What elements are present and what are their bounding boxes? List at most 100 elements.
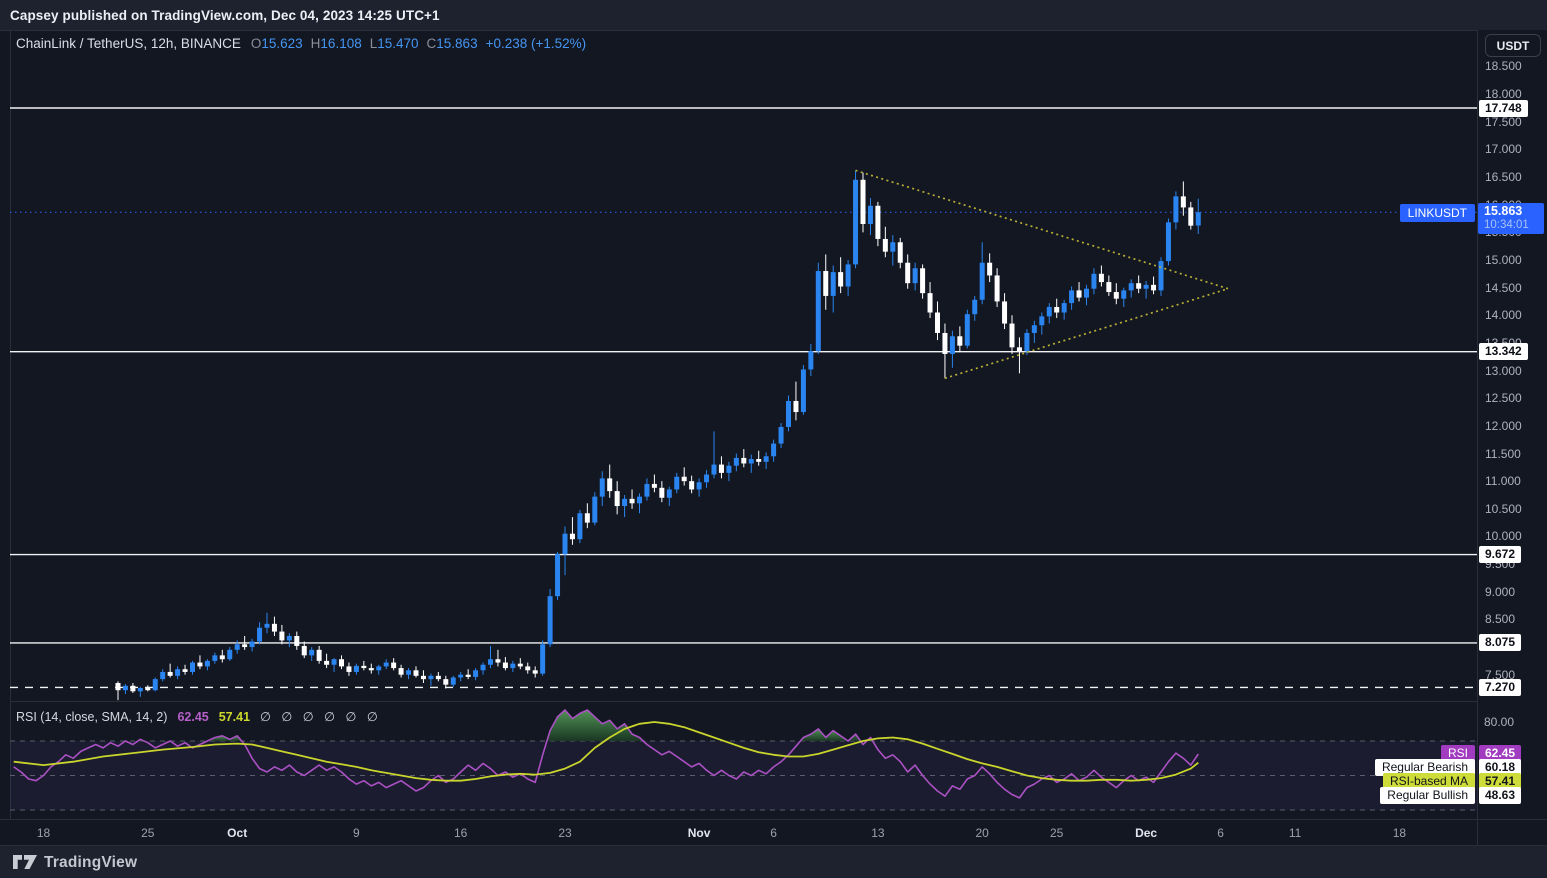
- time-tick-day: 9: [353, 826, 360, 840]
- candle-body: [696, 482, 702, 490]
- rsi-overbought-fill: [800, 728, 861, 741]
- ohlc-item: H16.108: [310, 36, 362, 51]
- candle-body: [175, 669, 181, 676]
- rsi-pane[interactable]: [10, 709, 1477, 811]
- candle-body: [771, 443, 777, 457]
- candle-body: [972, 299, 978, 315]
- candle-body: [882, 238, 888, 252]
- candle-body: [845, 264, 851, 287]
- candle-body: [1016, 347, 1022, 352]
- candle-body: [398, 668, 404, 675]
- rsi-value-tag: 62.45: [1479, 744, 1522, 762]
- price-pane[interactable]: [10, 107, 1477, 701]
- candle-body: [1046, 306, 1052, 317]
- candle-body: [823, 271, 829, 296]
- candle-body: [301, 645, 307, 656]
- candle-body: [547, 596, 553, 645]
- triangle-trendline[interactable]: [855, 169, 1229, 290]
- candle-body: [1121, 290, 1127, 299]
- candle-body: [167, 671, 173, 676]
- candle-body: [711, 464, 717, 475]
- candle-body: [957, 336, 963, 346]
- time-tick-day: 23: [558, 826, 572, 840]
- time-tick-day: 13: [871, 826, 885, 840]
- candle-body: [1143, 284, 1149, 289]
- axis-corner: [1477, 819, 1547, 845]
- candle-body: [890, 242, 896, 252]
- footer-bar: TradingView: [0, 845, 1547, 878]
- time-tick-day: 11: [1288, 826, 1302, 840]
- ohlc-item: C15.863: [426, 36, 478, 51]
- candle-body: [637, 496, 642, 504]
- candle-body: [756, 459, 762, 462]
- candle-body: [1039, 316, 1045, 326]
- time-tick-day: 18: [1392, 826, 1407, 840]
- time-axis[interactable]: 18 25 Oct 9 16 23 Nov 6 13 20 25 Dec 6 11 18: [0, 819, 1477, 846]
- candle-body: [1136, 283, 1142, 289]
- candle-body: [1128, 283, 1134, 291]
- candle-body: [949, 336, 955, 354]
- candle-body: [435, 675, 441, 680]
- candle-body: [651, 483, 657, 488]
- candle-body: [361, 665, 367, 669]
- candle-body: [1151, 284, 1157, 291]
- time-tick-day: 25: [1050, 826, 1064, 840]
- candle-body: [1054, 306, 1060, 313]
- candle-body: [1113, 292, 1119, 299]
- rsi-float-label: RSI: [1440, 744, 1475, 762]
- candle-body: [1165, 222, 1171, 262]
- candle-body: [279, 631, 285, 641]
- candle-body: [443, 679, 449, 685]
- price-tick-label: 9.000: [1485, 584, 1516, 599]
- level-price-tag: 17.748: [1479, 99, 1528, 117]
- candle-body: [875, 205, 881, 239]
- candle-body: [659, 487, 665, 498]
- candle-body: [994, 275, 1000, 302]
- currency-toggle-button[interactable]: USDT: [1485, 34, 1541, 57]
- ohlc-item: L15.470: [369, 36, 419, 51]
- time-tick-month: Dec: [1135, 826, 1158, 840]
- candle-body: [793, 400, 799, 413]
- price-tick-label: 11.500: [1485, 446, 1521, 461]
- candle-body: [525, 666, 531, 671]
- candle-body: [212, 655, 218, 661]
- candle-body: [830, 272, 836, 296]
- last-price-value: 15.863: [1484, 204, 1523, 218]
- candle-body: [376, 666, 382, 671]
- time-tick-day: 20: [975, 826, 989, 840]
- triangle-trendline[interactable]: [944, 287, 1229, 380]
- candle-body: [324, 660, 330, 665]
- candle-body: [1024, 332, 1030, 352]
- candle-body: [979, 262, 985, 300]
- candle-body: [264, 623, 270, 628]
- candle-body: [234, 644, 240, 650]
- candle-body: [204, 660, 210, 667]
- candle-body: [614, 491, 620, 507]
- candle-body: [629, 498, 635, 504]
- rsi-ma-line: [13, 721, 1199, 782]
- tradingview-logo-link[interactable]: TradingView: [13, 854, 137, 872]
- candle-body: [182, 669, 188, 672]
- price-tick-label: 12.500: [1485, 391, 1522, 406]
- candle-body: [748, 459, 754, 464]
- candle-body: [502, 662, 508, 669]
- price-tick-label: 13.000: [1485, 363, 1522, 378]
- candle-body: [122, 685, 128, 691]
- ohlc-values: O15.623 H16.108 L15.470 C15.863: [251, 36, 486, 51]
- candle-body: [219, 655, 225, 660]
- candle-body: [242, 644, 248, 648]
- candle-body: [592, 496, 598, 523]
- candle-body: [1158, 261, 1164, 291]
- rsi-value-tag: 57.41: [1479, 772, 1522, 790]
- candle-body: [942, 332, 948, 354]
- candle-body: [465, 674, 471, 677]
- candle-body: [935, 312, 940, 333]
- candle-body: [391, 662, 397, 669]
- rsi-indicator-legend: RSI (14, close, SMA, 14, 2) 62.45 57.41 ∅ ∅…: [16, 709, 378, 724]
- price-axis[interactable]: USDT 18.50018.00017.50017.00016.50016.00…: [1477, 30, 1547, 845]
- candle-body: [458, 674, 464, 678]
- time-tick-month: Nov: [687, 826, 711, 840]
- candle-body: [383, 662, 389, 667]
- candle-body: [1188, 207, 1194, 226]
